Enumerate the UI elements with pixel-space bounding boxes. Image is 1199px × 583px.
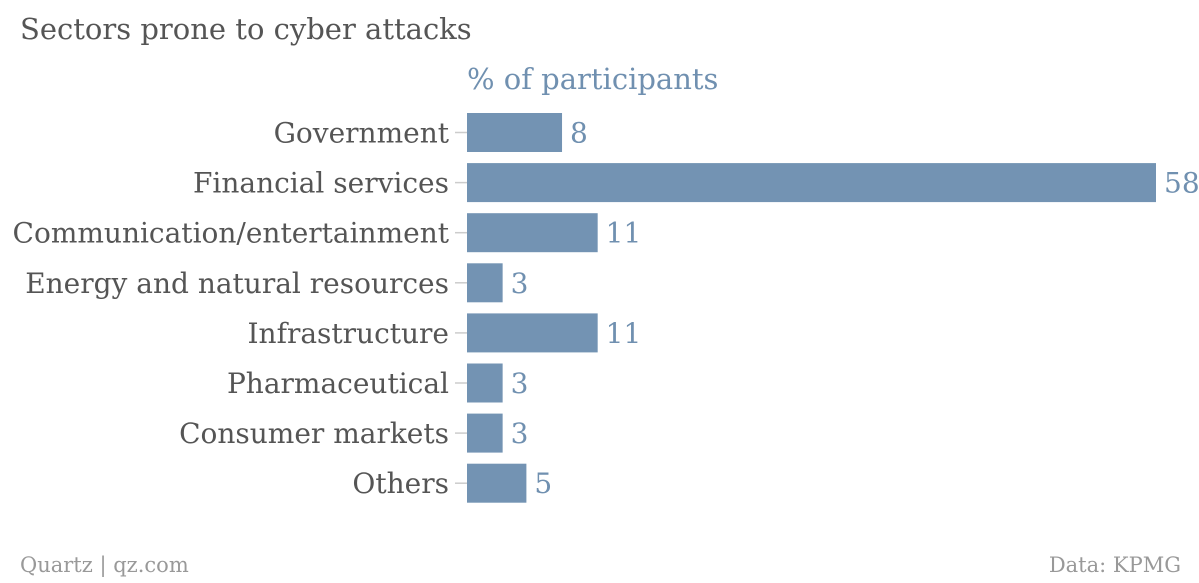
category-label: Infrastructure (248, 317, 450, 350)
category-label: Financial services (193, 167, 449, 200)
category-label: Consumer markets (179, 417, 449, 450)
bar (467, 213, 598, 253)
bar (467, 313, 598, 353)
source-credit: Quartz | qz.com (20, 553, 189, 577)
bar (467, 463, 527, 503)
bar (467, 263, 503, 303)
value-label: 5 (534, 467, 552, 500)
bar (467, 413, 503, 453)
category-label: Energy and natural resources (25, 267, 449, 300)
value-label: 8 (570, 117, 588, 150)
data-source: Data: KPMG (1048, 553, 1181, 577)
value-label: 3 (511, 367, 529, 400)
bar (467, 163, 1156, 203)
value-label: 3 (511, 267, 529, 300)
chart-title: Sectors prone to cyber attacks (20, 12, 472, 46)
category-label: Others (352, 467, 449, 500)
value-label: 11 (606, 217, 642, 250)
bar (467, 363, 503, 403)
value-label: 3 (511, 417, 529, 450)
series-label: % of participants (467, 62, 719, 96)
value-label: 11 (606, 317, 642, 350)
bar (467, 113, 563, 152)
category-label: Government (274, 117, 450, 150)
category-label: Communication/entertainment (13, 217, 450, 250)
category-label: Pharmaceutical (227, 367, 449, 400)
value-label: 58 (1164, 167, 1199, 200)
